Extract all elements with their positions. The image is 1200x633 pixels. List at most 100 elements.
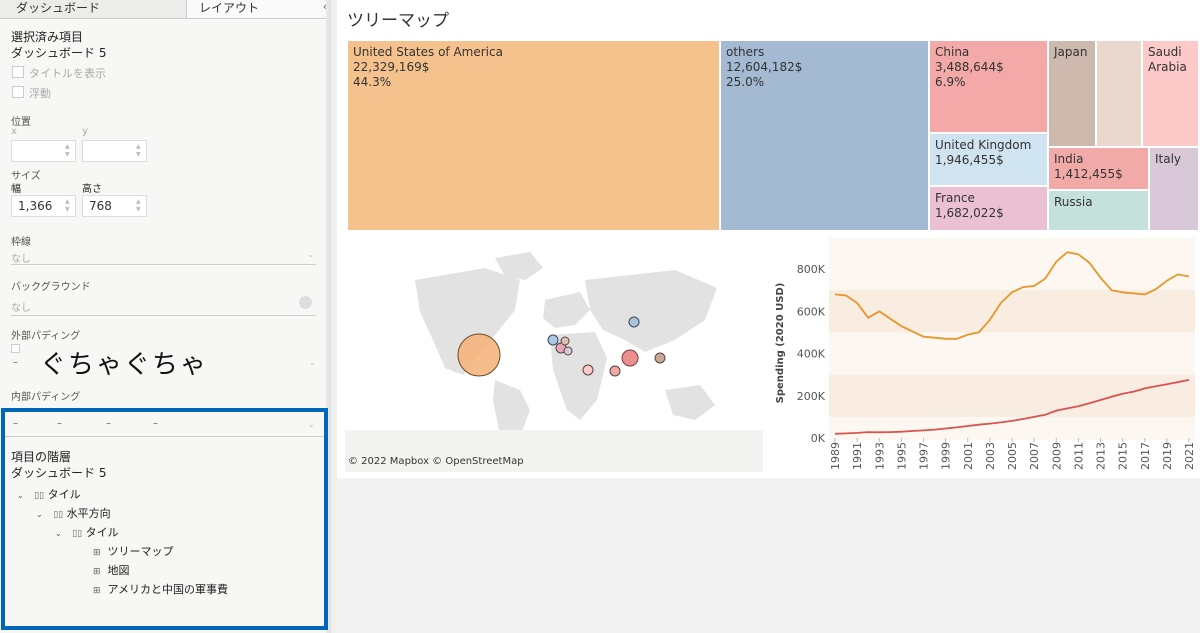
inner-padding-bottom[interactable]: – — [153, 418, 158, 429]
inner-padding-left[interactable]: – — [57, 418, 62, 429]
world-map[interactable]: © 2022 Mapbox © OpenStreetMap — [345, 240, 763, 472]
overlay-annotation-text: ぐちゃぐちゃ — [40, 350, 209, 380]
gridband — [829, 290, 1195, 333]
treemap-cell-italy[interactable]: Italy — [1149, 147, 1199, 231]
treemap-cell-china[interactable]: China 3,488,644$ 6.9% — [929, 40, 1048, 133]
x-tick-label: 2007 — [1028, 442, 1041, 470]
background-dropdown[interactable]: なし — [11, 296, 316, 316]
sheet-icon: ⊞ — [93, 567, 101, 577]
treemap: United States of America 22,329,169$ 44.… — [347, 40, 1199, 231]
bubble-italy[interactable] — [563, 346, 573, 356]
border-label: 枠線 — [11, 237, 31, 248]
treemap-cell-russia[interactable]: Russia — [1048, 190, 1149, 231]
cell-name: Russia — [1054, 195, 1093, 209]
cell-pct: 6.9% — [935, 75, 966, 89]
hierarchy-title: 項目の階層 — [11, 450, 72, 464]
tree-node-tile[interactable]: ⌄ ▯▯ タイル — [17, 486, 81, 502]
horizontal-container-icon: ▯▯ — [53, 510, 64, 520]
tab-dashboard[interactable]: ダッシュボード — [0, 0, 187, 18]
outer-padding-link-checkbox[interactable] — [11, 344, 20, 353]
inner-padding-label: 内部パディング — [11, 392, 81, 403]
x-tick-label: 2001 — [962, 442, 975, 470]
tree-node-map[interactable]: ⊞ 地図 — [93, 562, 130, 578]
floating-checkbox[interactable] — [12, 86, 24, 98]
treemap-cell-saudi-arabia[interactable]: Saudi Arabia — [1142, 40, 1199, 147]
collapse-panel-icon[interactable]: ‹ — [322, 0, 328, 13]
tree-node-treemap[interactable]: ⊞ ツリーマップ — [93, 543, 174, 559]
x-position-input[interactable]: ▲ ▼ — [11, 140, 76, 162]
cell-value: 1,412,455$ — [1054, 167, 1123, 181]
width-label: 幅 — [11, 184, 21, 195]
bubble-china[interactable] — [621, 349, 639, 367]
tree-node-horizontal[interactable]: ⌄ ▯▯ 水平方向 — [36, 505, 111, 521]
treemap-cell-unlabeled[interactable] — [1096, 40, 1142, 147]
cell-name: Japan — [1054, 45, 1088, 59]
x-tick-label: 2009 — [1050, 442, 1063, 470]
bubble-russia[interactable] — [628, 316, 640, 328]
panel-scrollbar[interactable] — [326, 0, 330, 633]
inner-padding-underline — [5, 436, 324, 437]
cell-pct: 44.3% — [353, 75, 392, 89]
series-line-0[interactable] — [834, 251, 1190, 340]
tree-node-tile-nested[interactable]: ⌄ ▯▯ タイル — [55, 524, 119, 540]
expand-chevron-icon[interactable]: ⌄ — [55, 529, 62, 538]
y-label: y — [82, 126, 88, 137]
treemap-cell-india[interactable]: India 1,412,455$ — [1048, 147, 1149, 190]
width-input[interactable]: 1,366 ▲ ▼ — [11, 195, 76, 217]
item-hierarchy-panel: – – – – ⌄ 項目の階層 ダッシュボード 5 ⌄ ▯▯ タイル ⌄ ▯▯ … — [1, 408, 328, 630]
bubble-saudi-arabia[interactable] — [582, 364, 594, 376]
y-tick-label: 200K — [797, 390, 826, 403]
y-tick-label: 0K — [811, 432, 826, 445]
x-tick-label: 1995 — [895, 442, 908, 470]
inner-padding-right[interactable]: – — [106, 418, 111, 429]
outer-padding-chevron-icon[interactable]: ⌄ — [309, 358, 316, 367]
inner-padding-chevron-icon[interactable]: ⌄ — [308, 420, 315, 429]
cell-value: 1,682,022$ — [935, 206, 1004, 220]
cell-value: 3,488,644$ — [935, 60, 1004, 74]
treemap-cell-uk[interactable]: United Kingdom 1,946,455$ — [929, 133, 1048, 186]
bubble-usa[interactable] — [457, 333, 501, 377]
x-spinner-icon[interactable]: ▲ ▼ — [65, 143, 70, 158]
y-tick-label: 600K — [797, 305, 826, 318]
height-spinner-icon[interactable]: ▲ ▼ — [136, 198, 141, 213]
treemap-cell-usa[interactable]: United States of America 22,329,169$ 44.… — [347, 40, 720, 231]
bubble-india[interactable] — [609, 365, 621, 377]
tree-node-label: 水平方向 — [66, 507, 111, 520]
width-spinner-icon[interactable]: ▲ ▼ — [65, 198, 70, 213]
line-chart-svg: 0K 200K 400K 600K 800K Spending (2020 USD) 198… — [775, 238, 1196, 470]
background-label: バックグラウンド — [11, 282, 91, 293]
outer-padding-left[interactable]: – — [13, 357, 18, 368]
cell-value: 12,604,182$ — [726, 60, 803, 74]
cell-name: United Kingdom — [935, 138, 1032, 152]
y-spinner-icon[interactable]: ▲ ▼ — [136, 143, 141, 158]
tab-layout[interactable]: レイアウト — [187, 0, 320, 18]
expand-chevron-icon[interactable]: ⌄ — [36, 510, 43, 519]
height-input[interactable]: 768 ▲ ▼ — [82, 195, 147, 217]
line-chart[interactable]: 0K 200K 400K 600K 800K Spending (2020 USD) 198… — [771, 238, 1200, 478]
map-svg — [345, 240, 763, 472]
tree-node-label: タイル — [47, 488, 81, 501]
expand-chevron-icon[interactable]: ⌄ — [17, 491, 24, 500]
series-line-1[interactable] — [834, 379, 1190, 435]
tree-node-military-spending[interactable]: ⊞ アメリカと中国の軍事費 — [93, 581, 228, 597]
show-title-checkbox[interactable] — [12, 66, 24, 78]
cell-name: China — [935, 45, 970, 59]
land-shapes — [415, 252, 717, 455]
selected-item-name: ダッシュボード 5 — [11, 46, 107, 60]
x-tick-label: 2017 — [1139, 442, 1152, 470]
height-value: 768 — [89, 199, 112, 213]
bubble-japan[interactable] — [654, 352, 666, 364]
border-dropdown[interactable]: なし ⌄ — [11, 247, 316, 265]
y-position-input[interactable]: ▲ ▼ — [82, 140, 147, 162]
treemap-cell-others[interactable]: others 12,604,182$ 25.0% — [720, 40, 929, 231]
treemap-cell-japan[interactable]: Japan — [1048, 40, 1096, 147]
border-underline — [11, 264, 316, 265]
background-color-swatch[interactable] — [299, 296, 312, 309]
treemap-cell-france[interactable]: France 1,682,022$ — [929, 186, 1048, 231]
inner-padding-top[interactable]: – — [13, 418, 18, 429]
selected-items-heading: 選択済み項目 — [11, 30, 84, 44]
bubble-uk[interactable] — [547, 334, 559, 346]
bubble-germany[interactable] — [560, 336, 570, 346]
dashboard-area: ツリーマップ United States of America 22,329,1… — [337, 0, 1200, 478]
outer-padding-label: 外部パディング — [11, 331, 81, 342]
